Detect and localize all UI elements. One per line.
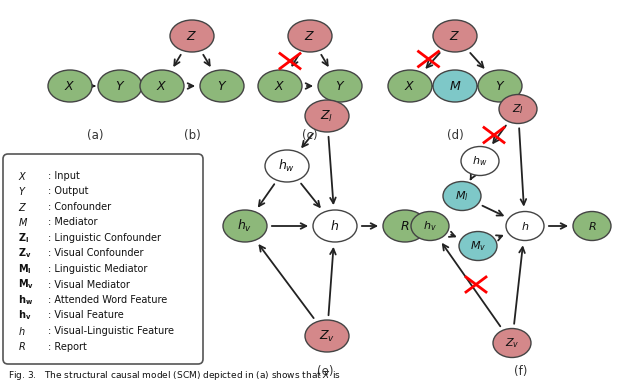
Text: $h$: $h$ xyxy=(521,220,529,232)
Text: $\mathbf{\mathit{h}}$: $\mathbf{\mathit{h}}$ xyxy=(18,325,26,337)
Ellipse shape xyxy=(288,20,332,52)
Ellipse shape xyxy=(478,70,522,102)
Ellipse shape xyxy=(383,210,427,242)
Text: $Z$: $Z$ xyxy=(186,29,198,43)
Text: (e): (e) xyxy=(317,365,333,378)
Text: $\mathbf{\mathit{R}}$: $\mathbf{\mathit{R}}$ xyxy=(18,341,26,352)
Text: Fig. 3.   The structural causal model (SCM) depicted in (a) shows that $X$ is: Fig. 3. The structural causal model (SCM… xyxy=(8,368,340,381)
Text: (a): (a) xyxy=(87,130,103,142)
Text: : Linguistic Confounder: : Linguistic Confounder xyxy=(48,233,161,243)
Text: : Visual Feature: : Visual Feature xyxy=(48,311,124,320)
Text: : Report: : Report xyxy=(48,341,87,352)
Text: $h_v$: $h_v$ xyxy=(237,218,253,234)
Text: $\mathbf{Z}_{\mathbf{l}}$: $\mathbf{Z}_{\mathbf{l}}$ xyxy=(18,231,29,245)
Text: $X$: $X$ xyxy=(156,80,168,93)
Text: $h_w$: $h_w$ xyxy=(472,154,488,168)
Ellipse shape xyxy=(459,232,497,261)
Text: $Z_v$: $Z_v$ xyxy=(319,328,335,344)
Text: $M$: $M$ xyxy=(449,80,461,93)
Text: $\mathbf{\mathit{X}}$: $\mathbf{\mathit{X}}$ xyxy=(18,170,28,182)
Ellipse shape xyxy=(318,70,362,102)
Text: $Z_v$: $Z_v$ xyxy=(505,336,519,350)
Text: $Y$: $Y$ xyxy=(217,80,227,93)
Text: $Z_l$: $Z_l$ xyxy=(321,109,333,123)
Text: $h_v$: $h_v$ xyxy=(423,219,437,233)
FancyBboxPatch shape xyxy=(3,154,203,364)
Ellipse shape xyxy=(170,20,214,52)
Text: $\mathbf{Z}_{\mathbf{v}}$: $\mathbf{Z}_{\mathbf{v}}$ xyxy=(18,247,31,260)
Text: (b): (b) xyxy=(184,130,200,142)
Ellipse shape xyxy=(200,70,244,102)
Text: : Visual-Linguistic Feature: : Visual-Linguistic Feature xyxy=(48,326,174,336)
Ellipse shape xyxy=(433,70,477,102)
Text: $h_w$: $h_w$ xyxy=(278,158,296,174)
Text: (d): (d) xyxy=(447,130,463,142)
Text: $Z$: $Z$ xyxy=(305,29,316,43)
Text: $Y$: $Y$ xyxy=(115,80,125,93)
Text: $Z_l$: $Z_l$ xyxy=(512,102,524,116)
Text: : Linguistic Mediator: : Linguistic Mediator xyxy=(48,264,147,274)
Ellipse shape xyxy=(48,70,92,102)
Ellipse shape xyxy=(443,181,481,210)
Text: (c): (c) xyxy=(302,130,318,142)
Ellipse shape xyxy=(140,70,184,102)
Ellipse shape xyxy=(461,147,499,176)
Text: $X$: $X$ xyxy=(65,80,76,93)
Text: $X$: $X$ xyxy=(275,80,285,93)
Text: : Confounder: : Confounder xyxy=(48,202,111,212)
Ellipse shape xyxy=(223,210,267,242)
Text: : Attended Word Feature: : Attended Word Feature xyxy=(48,295,167,305)
Text: $M_l$: $M_l$ xyxy=(455,189,469,203)
Text: $\mathbf{h}_{\mathbf{v}}$: $\mathbf{h}_{\mathbf{v}}$ xyxy=(18,309,31,322)
Text: $R$: $R$ xyxy=(400,219,410,232)
Ellipse shape xyxy=(506,211,544,240)
Ellipse shape xyxy=(305,100,349,132)
Ellipse shape xyxy=(573,211,611,240)
Text: : Mediator: : Mediator xyxy=(48,218,97,227)
Ellipse shape xyxy=(265,150,309,182)
Text: $R$: $R$ xyxy=(588,220,596,232)
Ellipse shape xyxy=(98,70,142,102)
Text: : Input: : Input xyxy=(48,171,80,181)
Ellipse shape xyxy=(258,70,302,102)
Text: $\mathbf{\mathit{Z}}$: $\mathbf{\mathit{Z}}$ xyxy=(18,201,27,213)
Ellipse shape xyxy=(433,20,477,52)
Ellipse shape xyxy=(411,211,449,240)
Text: $\mathbf{\mathit{M}}$: $\mathbf{\mathit{M}}$ xyxy=(18,216,28,229)
Ellipse shape xyxy=(388,70,432,102)
Text: : Output: : Output xyxy=(48,187,88,197)
Text: $\mathbf{h}_{\mathbf{w}}$: $\mathbf{h}_{\mathbf{w}}$ xyxy=(18,293,33,307)
Ellipse shape xyxy=(313,210,357,242)
Text: : Visual Confounder: : Visual Confounder xyxy=(48,248,143,258)
Text: (f): (f) xyxy=(515,365,528,378)
Text: $Y$: $Y$ xyxy=(335,80,345,93)
Text: $M_v$: $M_v$ xyxy=(470,239,486,253)
Text: $X$: $X$ xyxy=(404,80,415,93)
Text: : Visual Mediator: : Visual Mediator xyxy=(48,280,130,290)
Text: $Z$: $Z$ xyxy=(449,29,461,43)
Ellipse shape xyxy=(493,328,531,357)
Text: $Y$: $Y$ xyxy=(495,80,505,93)
Text: $\mathbf{M}_{\mathbf{v}}$: $\mathbf{M}_{\mathbf{v}}$ xyxy=(18,278,34,291)
Text: $h$: $h$ xyxy=(330,219,340,233)
Ellipse shape xyxy=(305,320,349,352)
Text: $\mathbf{\mathit{Y}}$: $\mathbf{\mathit{Y}}$ xyxy=(18,186,27,197)
Ellipse shape xyxy=(499,94,537,123)
Text: $\mathbf{M}_{\mathbf{l}}$: $\mathbf{M}_{\mathbf{l}}$ xyxy=(18,262,31,276)
